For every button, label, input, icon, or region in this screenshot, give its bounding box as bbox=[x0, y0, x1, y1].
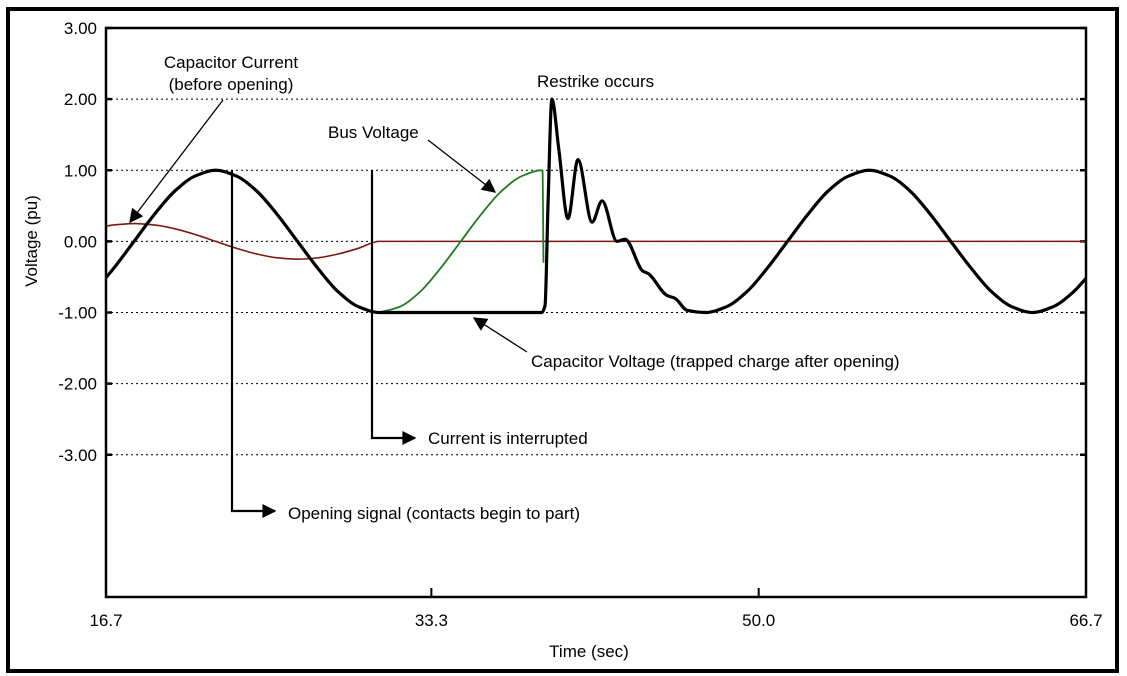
y-axis-label: Voltage (pu) bbox=[22, 195, 41, 287]
x-tick-label: 66.7 bbox=[1069, 611, 1102, 630]
annotation-arrow bbox=[472, 317, 528, 353]
y-tick-label: 1.00 bbox=[64, 161, 97, 180]
annotation-current-interrupted-label: Current is interrupted bbox=[428, 429, 588, 448]
series-capacitor-voltage-line bbox=[104, 97, 1088, 315]
x-tick-label: 50.0 bbox=[742, 611, 775, 630]
annotation-current-interrupted: Current is interrupted bbox=[370, 170, 588, 448]
series-group bbox=[104, 97, 1088, 315]
y-tick-label: 0.00 bbox=[64, 232, 97, 251]
plot-area-border bbox=[104, 26, 1088, 599]
gridlines bbox=[106, 98, 1086, 456]
series-capacitor-current-line bbox=[105, 222, 1086, 260]
annotation-capacitor-voltage-label: Capacitor Voltage (trapped charge after … bbox=[531, 352, 900, 371]
outer-frame bbox=[6, 7, 1119, 673]
annotation-arrow bbox=[129, 99, 224, 224]
current-interrupted-marker-line bbox=[370, 170, 417, 445]
annotation-opening-signal-label: Opening signal (contacts begin to part) bbox=[288, 504, 580, 523]
annotation-arrow bbox=[427, 139, 497, 193]
annotation-bus-voltage: Bus Voltage bbox=[328, 123, 497, 193]
y-tick-label: -2.00 bbox=[58, 375, 97, 394]
annotation-capacitor-voltage: Capacitor Voltage (trapped charge after … bbox=[472, 317, 900, 371]
x-axis-ticks: 16.7 33.3 50.0 66.7 bbox=[89, 588, 1103, 630]
y-tick-label: -1.00 bbox=[58, 304, 97, 323]
y-tick-label: 3.00 bbox=[64, 19, 97, 38]
x-tick-label: 33.3 bbox=[415, 611, 448, 630]
x-axis-label: Time (sec) bbox=[549, 642, 629, 661]
x-tick-label: 16.7 bbox=[89, 611, 122, 630]
annotation-capacitor-current-line1: Capacitor Current bbox=[164, 53, 298, 72]
y-tick-label: 2.00 bbox=[64, 90, 97, 109]
annotation-restrike: Restrike occurs bbox=[537, 72, 654, 91]
annotation-opening-signal: Opening signal (contacts begin to part) bbox=[230, 170, 580, 523]
annotation-bus-voltage-label: Bus Voltage bbox=[328, 123, 419, 142]
opening-signal-marker-line bbox=[230, 170, 277, 518]
y-tick-label: -3.00 bbox=[58, 446, 97, 465]
y-axis-ticks: 3.00 2.00 1.00 0.00 -1.00 -2.00 -3.00 bbox=[58, 19, 1086, 465]
annotation-capacitor-current-line2: (before opening) bbox=[169, 75, 294, 94]
series-bus-voltage-line bbox=[378, 169, 545, 314]
annotation-capacitor-current: Capacitor Current (before opening) bbox=[129, 53, 298, 224]
